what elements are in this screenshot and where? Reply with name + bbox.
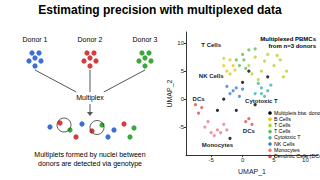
svg-text:5: 5 xyxy=(272,157,276,163)
svg-text:Cytotoxic T: Cytotoxic T xyxy=(274,134,301,140)
svg-text:Cytotoxic T: Cytotoxic T xyxy=(245,98,278,104)
svg-text:T Cells: T Cells xyxy=(274,122,291,128)
svg-text:UMAP_2: UMAP_2 xyxy=(166,79,174,107)
svg-text:10: 10 xyxy=(302,157,309,163)
svg-text:DCs: DCs xyxy=(193,96,206,102)
svg-text:Monocytes: Monocytes xyxy=(202,142,234,148)
svg-text:DCs: DCs xyxy=(243,128,256,134)
svg-text:NK Cells: NK Cells xyxy=(274,141,295,147)
svg-text:from n=3 donors: from n=3 donors xyxy=(268,43,316,49)
svg-text:Monocytes: Monocytes xyxy=(274,147,300,153)
svg-text:-5: -5 xyxy=(208,157,214,163)
svg-text:Multiplex: Multiplex xyxy=(76,94,104,102)
svg-text:0: 0 xyxy=(241,157,245,163)
svg-text:Multiplexed PBMCs: Multiplexed PBMCs xyxy=(260,36,316,42)
svg-text:10: 10 xyxy=(177,40,184,46)
svg-text:Multiplets btw. donors: Multiplets btw. donors xyxy=(274,110,320,116)
svg-text:B Cells: B Cells xyxy=(274,116,291,122)
svg-text:T Cells: T Cells xyxy=(274,128,291,134)
svg-text:Estimating precision with mult: Estimating precision with multiplexed da… xyxy=(38,3,282,17)
svg-text:-5: -5 xyxy=(179,124,185,130)
svg-text:0: 0 xyxy=(181,96,185,102)
svg-text:Donor 2: Donor 2 xyxy=(78,36,103,43)
svg-text:T Cells: T Cells xyxy=(201,42,221,48)
svg-text:UMAP_1: UMAP_1 xyxy=(238,168,266,176)
svg-text:donors are detected via genoty: donors are detected via genotype xyxy=(38,160,142,168)
svg-text:Donor 3: Donor 3 xyxy=(133,36,158,43)
svg-text:Multiplets formed by nuclei be: Multiplets formed by nuclei between xyxy=(34,151,145,159)
svg-text:5: 5 xyxy=(181,68,185,74)
svg-text:Donor 1: Donor 1 xyxy=(23,36,48,43)
svg-text:NK Cells: NK Cells xyxy=(199,73,224,79)
